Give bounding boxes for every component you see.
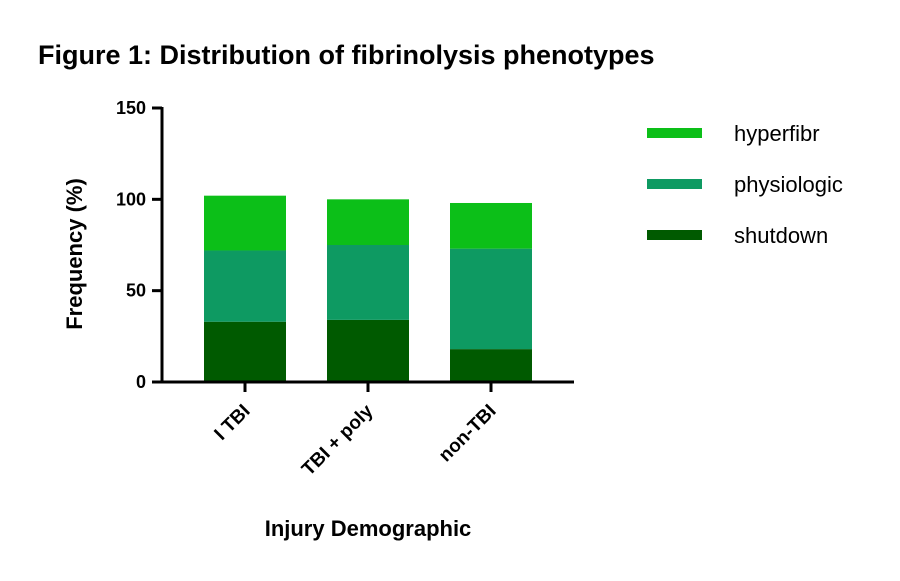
bar-shutdown-3 [450,349,532,382]
y-axis: 0 50 100 150 [116,98,164,392]
y-tick-label: 150 [116,98,146,118]
bar-shutdown-2 [327,319,409,382]
legend-label-hyperfibr: hyperfibr [734,121,820,146]
bar-physiologic-1 [204,250,286,322]
bar-physiologic-2 [327,245,409,320]
bar-hyperfibr-2 [327,199,409,245]
x-axis: I TBI TBI + poly non-TBI [160,380,574,480]
chart-title: Figure 1: Distribution of fibrinolysis p… [38,40,655,70]
legend: hyperfibr physiologic shutdown [647,121,843,248]
x-tick-label: non-TBI [435,401,501,467]
y-tick-label: 0 [136,372,146,392]
x-tick-label: I TBI [211,401,255,445]
legend-label-physiologic: physiologic [734,172,843,197]
y-axis-title: Frequency (%) [62,178,87,330]
legend-swatch-hyperfibr [647,128,702,138]
y-tick-label: 50 [126,281,146,301]
x-tick-label: TBI + poly [298,400,378,480]
bars-layer [204,195,532,382]
x-axis-title: Injury Demographic [265,516,472,541]
bar-physiologic-3 [450,248,532,350]
y-tick-label: 100 [116,189,146,209]
bar-hyperfibr-1 [204,195,286,251]
legend-swatch-physiologic [647,179,702,189]
bar-hyperfibr-3 [450,202,532,249]
bar-shutdown-1 [204,321,286,382]
legend-swatch-shutdown [647,230,702,240]
legend-label-shutdown: shutdown [734,223,828,248]
